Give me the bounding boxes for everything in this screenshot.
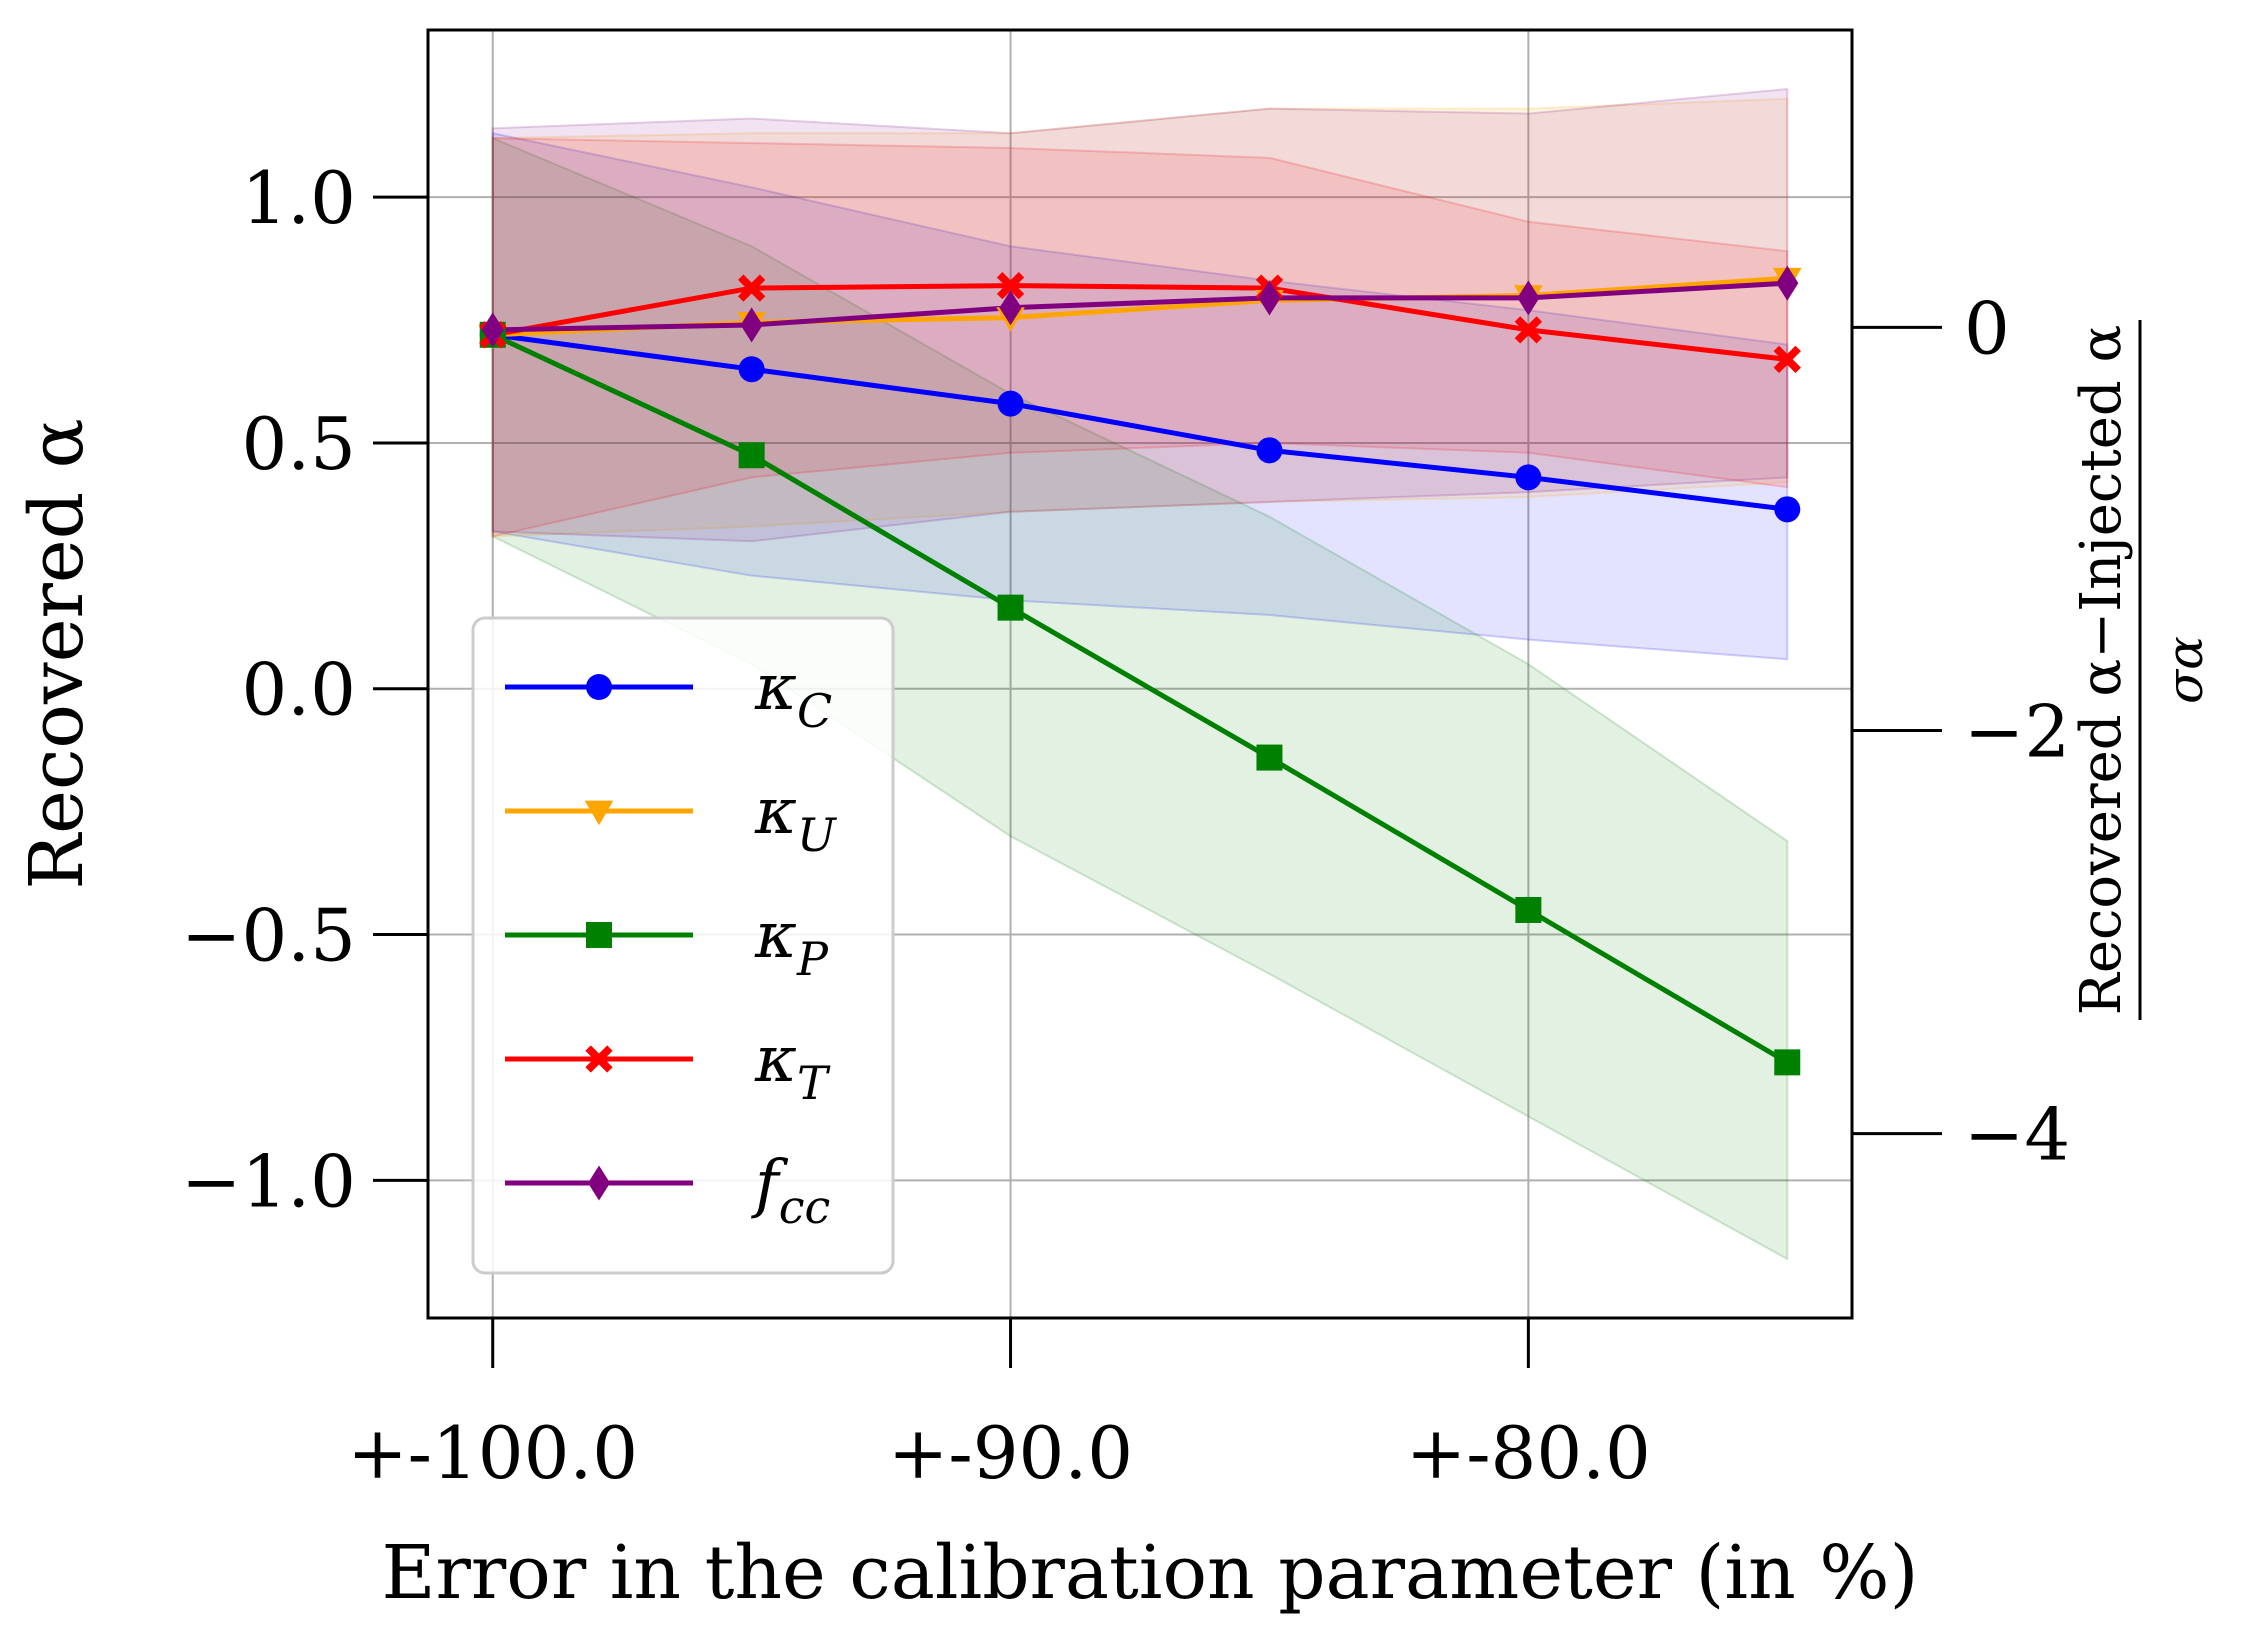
- x-axis-title: Error in the calibration parameter (in %…: [382, 1530, 1919, 1616]
- right-tick-label: −4: [1964, 1093, 2070, 1177]
- legend-items: κC κU κP κT fcc: [505, 651, 838, 1234]
- right-tick-label: 0: [1964, 286, 2010, 370]
- right-axis-title-denominator: σα: [2156, 636, 2214, 704]
- point-κP-2: [997, 594, 1024, 621]
- y-axis-ticks: 1.0 0.5 0.0 −0.5 −1.0: [181, 156, 428, 1223]
- legend-box: [471, 616, 895, 1275]
- legend-marker: [586, 922, 612, 948]
- point-κC-3: [1256, 437, 1283, 464]
- point-κC-2: [997, 390, 1024, 417]
- point-κC-4: [1515, 464, 1542, 491]
- legend-marker: [584, 800, 614, 826]
- legend-label: fcc: [751, 1147, 830, 1234]
- plot-frame: [426, 28, 1854, 1320]
- legend-item-κU: κU: [505, 775, 838, 862]
- band-κU: [491, 97, 1789, 538]
- point-κT-1: [737, 274, 766, 302]
- line-κC: [492, 332, 1788, 512]
- point-fcc-4: [1517, 280, 1540, 316]
- legend-label: κT: [754, 1023, 831, 1110]
- point-κP-3: [1256, 744, 1283, 771]
- legend-marker: [585, 1045, 613, 1073]
- legend-item-κT: κT: [505, 1023, 831, 1110]
- point-fcc-5: [1776, 265, 1799, 301]
- legend-marker: [587, 1165, 611, 1201]
- line-fcc: [492, 280, 1788, 333]
- point-κC-1: [738, 356, 765, 383]
- series-lines: [491, 275, 1789, 1065]
- line-κP: [491, 332, 1789, 1065]
- y-tick-label: 0.0: [241, 648, 356, 732]
- legend-item-κP: κP: [505, 899, 829, 986]
- legend-marker: [586, 674, 612, 700]
- legend-label: κP: [754, 899, 829, 986]
- y-tick-label: −1.0: [181, 1139, 356, 1223]
- right-axis-title: Recovered α−Injected α σα: [2069, 320, 2214, 1020]
- point-κP-1: [738, 442, 765, 469]
- point-fcc-2: [999, 290, 1022, 326]
- x-tick-label: +-80.0: [1406, 1411, 1651, 1495]
- series-markers: [478, 265, 1802, 1076]
- band-κC: [491, 132, 1789, 661]
- point-fcc-0: [481, 312, 504, 348]
- y-tick-label: −0.5: [181, 894, 356, 978]
- right-tick-label: −2: [1964, 690, 2070, 774]
- uncertainty-bands: [491, 87, 1789, 1261]
- x-tick-label: +-100.0: [347, 1411, 638, 1495]
- point-κP-4: [1515, 896, 1542, 923]
- legend-label: κC: [754, 651, 832, 738]
- right-axis-ticks: 0 −2 −4: [1852, 286, 2070, 1177]
- point-κT-5: [1773, 345, 1801, 374]
- point-κT-2: [996, 271, 1025, 300]
- point-fcc-1: [740, 307, 763, 343]
- x-tick-label: +-90.0: [888, 1411, 1133, 1495]
- point-κC-5: [1774, 496, 1801, 523]
- y-tick-label: 0.5: [241, 402, 356, 486]
- point-κP-5: [1774, 1049, 1801, 1076]
- y-tick-label: 1.0: [241, 156, 356, 240]
- y-axis-title: Recovered α: [14, 418, 100, 889]
- legend: κC κU κP κT fcc: [471, 616, 895, 1275]
- band-κT: [491, 137, 1789, 538]
- right-axis-title-numerator: Recovered α−Injected α: [2069, 325, 2134, 1016]
- x-axis-ticks: +-100.0 +-90.0 +-80.0: [347, 1318, 1651, 1495]
- point-fcc-3: [1258, 280, 1281, 316]
- legend-item-κC: κC: [505, 651, 832, 738]
- legend-label: κU: [754, 775, 838, 862]
- line-κT: [492, 283, 1788, 362]
- point-κT-4: [1514, 316, 1543, 344]
- band-fcc: [491, 87, 1789, 543]
- legend-item-fcc: fcc: [505, 1147, 830, 1234]
